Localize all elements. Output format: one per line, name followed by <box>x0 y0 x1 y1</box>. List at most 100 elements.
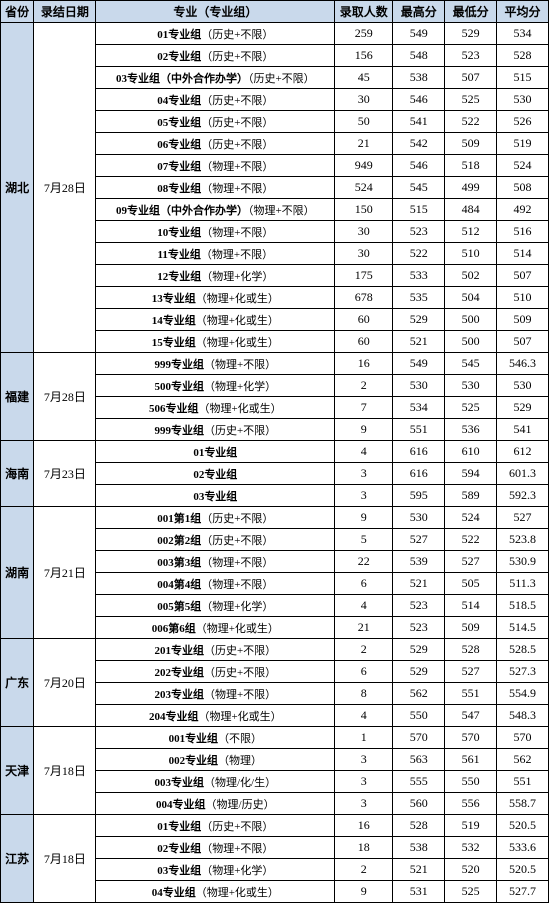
cell-n: 30 <box>335 89 393 111</box>
cell-lo: 509 <box>445 617 497 639</box>
major-name: 001专业组 <box>169 733 219 745</box>
cell-hi: 563 <box>393 749 445 771</box>
major-cell: 04专业组（物理+化或生） <box>96 881 335 903</box>
cell-lo: 550 <box>445 771 497 793</box>
major-requirement: （物理+化或生） <box>196 337 279 349</box>
cell-n: 60 <box>335 331 393 353</box>
cell-avg: 528 <box>497 45 549 67</box>
cell-lo: 524 <box>445 507 497 529</box>
major-cell: 01专业组（历史+不限） <box>96 815 335 837</box>
cell-avg: 548.3 <box>497 705 549 727</box>
major-name: 02专业组 <box>157 843 201 855</box>
major-requirement: （不限） <box>218 733 262 745</box>
cell-n: 4 <box>335 441 393 463</box>
cell-hi: 535 <box>393 287 445 309</box>
major-name: 14专业组 <box>152 315 196 327</box>
cell-avg: 541 <box>497 419 549 441</box>
cell-hi: 527 <box>393 529 445 551</box>
major-name: 999专业组 <box>154 425 204 437</box>
cell-n: 21 <box>335 133 393 155</box>
cell-n: 2 <box>335 859 393 881</box>
cell-avg: 527.3 <box>497 661 549 683</box>
cell-lo: 551 <box>445 683 497 705</box>
col-header-5: 最低分 <box>445 1 497 23</box>
major-requirement: （物理+不限） <box>248 205 315 217</box>
major-cell: 04专业组（历史+不限） <box>96 89 335 111</box>
major-requirement: （物理+不限） <box>201 227 273 239</box>
major-name: 15专业组 <box>152 337 196 349</box>
major-cell: 06专业组（历史+不限） <box>96 133 335 155</box>
cell-avg: 533.6 <box>497 837 549 859</box>
cell-avg: 526 <box>497 111 549 133</box>
major-requirement: （历史+不限） <box>201 51 273 63</box>
province-cell: 湖北 <box>1 23 34 353</box>
cell-n: 6 <box>335 661 393 683</box>
major-cell: 15专业组（物理+化或生） <box>96 331 335 353</box>
major-cell: 006第6组（物理+化或生） <box>96 617 335 639</box>
cell-n: 3 <box>335 485 393 507</box>
major-cell: 004第4组（物理+不限） <box>96 573 335 595</box>
major-name: 03专业组（中外合作办学） <box>116 73 248 85</box>
major-requirement: （物理+不限） <box>201 579 273 591</box>
cell-n: 22 <box>335 551 393 573</box>
cell-avg: 530 <box>497 375 549 397</box>
major-requirement: （物理+化学） <box>204 381 276 393</box>
cell-n: 175 <box>335 265 393 287</box>
cell-avg: 527.7 <box>497 881 549 903</box>
major-name: 004专业组 <box>156 799 206 811</box>
cell-avg: 562 <box>497 749 549 771</box>
major-name: 08专业组 <box>157 183 201 195</box>
major-cell: 14专业组（物理+化或生） <box>96 309 335 331</box>
major-cell: 02专业组（物理+不限） <box>96 837 335 859</box>
cell-n: 524 <box>335 177 393 199</box>
major-cell: 09专业组（中外合作办学）（物理+不限） <box>96 199 335 221</box>
cell-n: 6 <box>335 573 393 595</box>
major-cell: 003专业组（物理/化/生） <box>96 771 335 793</box>
major-requirement: （物理+化学） <box>201 865 273 877</box>
cell-hi: 560 <box>393 793 445 815</box>
major-requirement: （物理+不限） <box>204 359 276 371</box>
cell-avg: 516 <box>497 221 549 243</box>
cell-hi: 549 <box>393 23 445 45</box>
cell-n: 2 <box>335 375 393 397</box>
cell-lo: 519 <box>445 815 497 837</box>
major-requirement: （历史+不限） <box>248 73 315 85</box>
cell-lo: 484 <box>445 199 497 221</box>
cell-lo: 500 <box>445 331 497 353</box>
cell-lo: 525 <box>445 89 497 111</box>
major-name: 13专业组 <box>152 293 196 305</box>
cell-hi: 534 <box>393 397 445 419</box>
date-cell: 7月23日 <box>34 441 96 507</box>
col-header-1: 录结日期 <box>34 1 96 23</box>
cell-hi: 523 <box>393 221 445 243</box>
cell-hi: 546 <box>393 89 445 111</box>
major-requirement: （历史+不限） <box>201 513 273 525</box>
cell-avg: 554.9 <box>497 683 549 705</box>
cell-hi: 528 <box>393 815 445 837</box>
major-requirement: （物理+不限） <box>201 183 273 195</box>
cell-n: 259 <box>335 23 393 45</box>
cell-avg: 529 <box>497 397 549 419</box>
cell-lo: 500 <box>445 309 497 331</box>
col-header-6: 平均分 <box>497 1 549 23</box>
cell-lo: 518 <box>445 155 497 177</box>
major-cell: 01专业组 <box>96 441 335 463</box>
cell-lo: 522 <box>445 529 497 551</box>
major-cell: 11专业组（物理+不限） <box>96 243 335 265</box>
cell-avg: 551 <box>497 771 549 793</box>
cell-n: 150 <box>335 199 393 221</box>
cell-hi: 538 <box>393 837 445 859</box>
major-name: 11专业组 <box>158 249 201 261</box>
cell-lo: 504 <box>445 287 497 309</box>
major-cell: 001专业组（不限） <box>96 727 335 749</box>
table-header: 省份录结日期专业（专业组）录取人数最高分最低分平均分 <box>1 1 549 23</box>
cell-hi: 539 <box>393 551 445 573</box>
major-name: 002专业组 <box>169 755 219 767</box>
major-cell: 506专业组（物理+化或生） <box>96 397 335 419</box>
major-requirement: （历史+不限） <box>201 139 273 151</box>
cell-avg: 528.5 <box>497 639 549 661</box>
col-header-3: 录取人数 <box>335 1 393 23</box>
table-row: 江苏7月18日01专业组（历史+不限）16528519520.5 <box>1 815 549 837</box>
cell-hi: 521 <box>393 859 445 881</box>
cell-hi: 555 <box>393 771 445 793</box>
